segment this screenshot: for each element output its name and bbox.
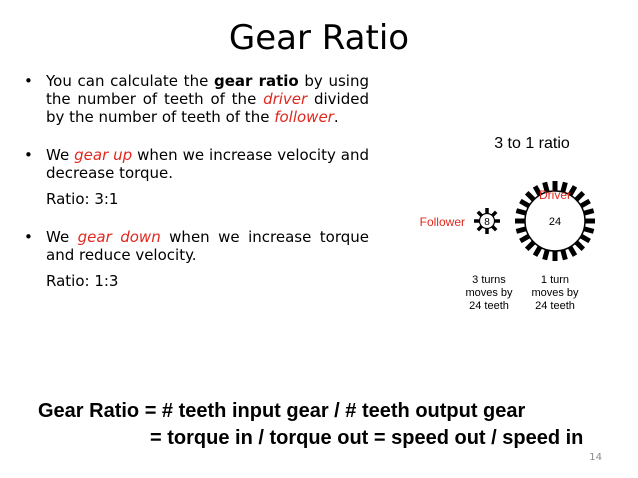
diagram-caption: 3 to 1 ratio [494, 135, 570, 152]
bullet-text: We [46, 146, 75, 164]
bullet-text: by using the number of teeth of the [46, 72, 370, 108]
bullet-text: You can calculate the [46, 72, 214, 90]
formula-line-1: Gear Ratio = # teeth input gear / # teet… [38, 400, 526, 422]
bullet-text: . [333, 108, 339, 126]
bullet-gear-down: • We gear down when we increase torque a… [24, 228, 369, 290]
gear-diagram: 3 to 1 ratio Driver 24 8 Follower 3 turn… [420, 135, 595, 312]
large-gear-icon [515, 181, 595, 261]
gear-up-term: gear up [74, 146, 133, 164]
small-note-line: 3 turns [472, 274, 506, 286]
bullet-text: divided by the number of teeth of the [46, 90, 369, 126]
bullet-text: when we increase velocity and decrease t… [46, 146, 370, 182]
driver-term: driver [263, 90, 308, 108]
page-number: 14 [589, 452, 602, 463]
bullet-text: We [46, 228, 78, 246]
ratio-gear-down: Ratio: 1:3 [46, 272, 119, 290]
small-gear-teeth: 8 [484, 217, 490, 228]
follower-label: Follower [420, 215, 465, 229]
large-note-line: moves by [531, 287, 579, 299]
gear-tooth [552, 248, 558, 261]
bullet-dot: • [24, 228, 33, 246]
gear-down-term: gear down [77, 228, 161, 246]
small-note-line: 24 teeth [469, 300, 509, 312]
small-note-line: moves by [465, 287, 513, 299]
large-gear-teeth: 24 [549, 216, 561, 228]
ratio-gear-up: Ratio: 3:1 [46, 190, 119, 208]
driver-label: Driver [539, 188, 571, 202]
follower-term: follower [274, 108, 334, 126]
large-note-line: 24 teeth [535, 300, 575, 312]
bullet-gear-ratio: • You can calculate the gear ratio by us… [24, 72, 369, 126]
bullet-gear-up: • We gear up when we increase velocity a… [24, 146, 369, 208]
bullet-dot: • [24, 146, 33, 164]
gear-tooth [485, 208, 489, 216]
bold-gear-ratio: gear ratio [214, 72, 299, 90]
gear-tooth [552, 181, 558, 194]
gear-tooth [485, 226, 489, 234]
large-note-line: 1 turn [541, 274, 569, 286]
bullet-list: • You can calculate the gear ratio by us… [24, 72, 369, 290]
bullet-text: when we increase torque and reduce veloc… [46, 228, 369, 264]
small-gear-icon [474, 208, 500, 234]
bullet-dot: • [24, 72, 33, 90]
gear-ratio-formula: Gear Ratio = # teeth input gear / # teet… [38, 398, 583, 452]
formula-line-2: = torque in / torque out = speed out / s… [150, 427, 584, 449]
slide-title: Gear Ratio [228, 18, 410, 58]
